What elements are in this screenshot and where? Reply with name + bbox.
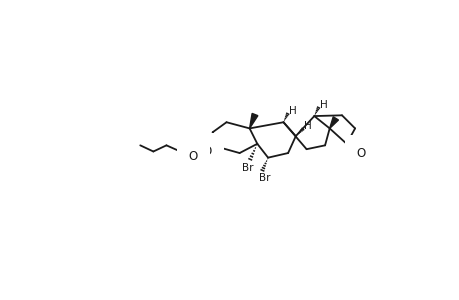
Polygon shape [249,113,257,128]
Text: O: O [202,145,212,158]
Text: H: H [288,106,296,116]
Polygon shape [329,117,338,128]
Text: Br: Br [259,173,270,184]
Text: H: H [303,121,311,131]
Text: Br: Br [241,163,252,173]
Text: O: O [188,150,197,164]
Text: H: H [319,100,327,110]
Text: O: O [356,146,365,160]
